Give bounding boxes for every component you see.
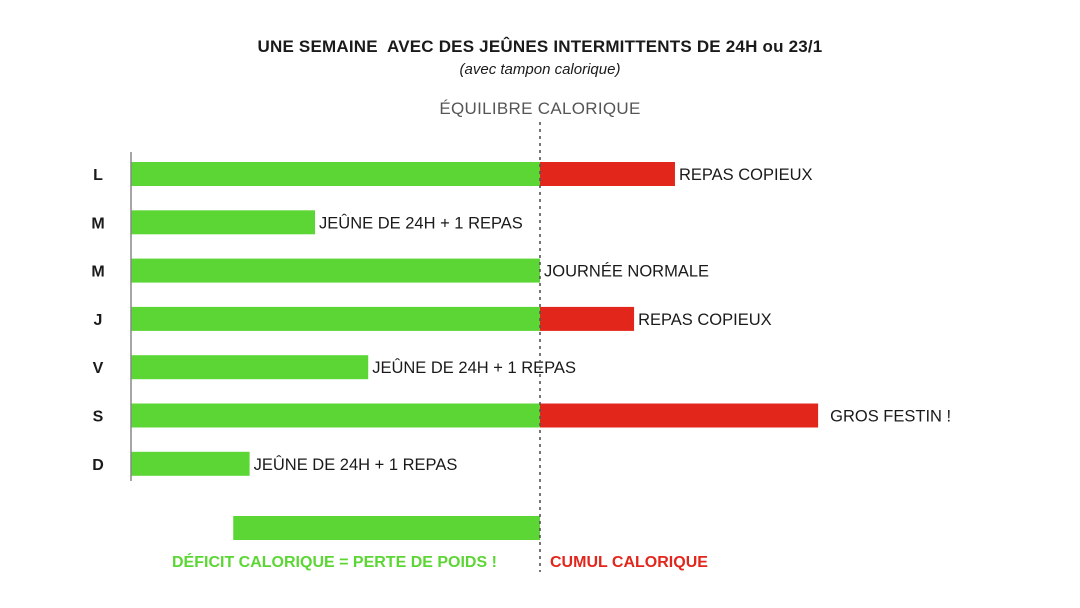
legend-deficit: DÉFICIT CALORIQUE = PERTE DE POIDS !	[172, 554, 497, 571]
day-label: S	[93, 409, 104, 426]
bar-annotation: JEÛNE DE 24H + 1 REPAS	[319, 213, 523, 232]
day-label: D	[92, 457, 104, 474]
surplus-bar	[540, 162, 675, 186]
bar-annotation: JOURNÉE NORMALE	[544, 262, 709, 281]
chart-subtitle: (avec tampon calorique)	[459, 61, 621, 78]
legend-surplus: CUMUL CALORIQUE	[550, 554, 708, 571]
day-label: J	[94, 312, 103, 329]
summary-deficit-bar	[233, 516, 540, 540]
surplus-bar	[540, 403, 819, 428]
bar-annotation: JEÛNE DE 24H + 1 REPAS	[254, 455, 458, 474]
day-label: M	[91, 215, 104, 232]
deficit-bar	[131, 210, 316, 235]
deficit-bar	[131, 451, 250, 476]
bar-annotation: REPAS COPIEUX	[679, 166, 813, 184]
deficit-bar	[131, 258, 540, 283]
day-label: V	[93, 360, 104, 377]
surplus-bar	[540, 306, 635, 331]
calorie-balance-label: ÉQUILIBRE CALORIQUE	[439, 99, 641, 118]
chart-title: UNE SEMAINE AVEC DES JEÛNES INTERMITTENT…	[257, 37, 823, 56]
bar-annotation: REPAS COPIEUX	[638, 311, 772, 329]
day-label: L	[93, 167, 103, 184]
deficit-bar	[131, 306, 540, 331]
bar-annotation: JEÛNE DE 24H + 1 REPAS	[372, 358, 576, 377]
deficit-bar	[131, 403, 540, 428]
deficit-bar	[131, 162, 540, 186]
bar-annotation: GROS FESTIN !	[830, 408, 951, 426]
deficit-bar	[131, 355, 369, 380]
day-label: M	[91, 264, 104, 281]
